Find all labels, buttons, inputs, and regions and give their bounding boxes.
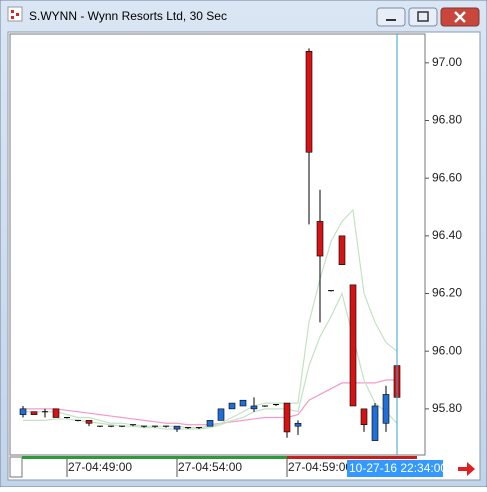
maximize-icon xyxy=(417,11,429,22)
y-tick-label: 96.40 xyxy=(432,228,462,242)
session-strip xyxy=(22,456,287,459)
close-icon xyxy=(454,11,466,23)
moving-average xyxy=(23,291,398,430)
y-tick-label: 96.20 xyxy=(432,286,462,300)
candle-body xyxy=(371,405,379,441)
candle-body xyxy=(305,51,313,153)
icon-dot xyxy=(11,16,14,19)
scroll-box[interactable] xyxy=(9,456,23,478)
plot-area xyxy=(9,33,426,456)
cursor-label: 10-27-16 22:34:00 xyxy=(349,461,447,475)
candle-body xyxy=(382,394,390,424)
x-tick-label: 27-04:54:00 xyxy=(178,460,242,474)
session-strip xyxy=(287,456,417,459)
candle-body xyxy=(294,422,302,427)
candle-body xyxy=(360,408,368,426)
candle-body xyxy=(283,402,291,433)
y-tick-label: 95.80 xyxy=(432,401,462,415)
candle-body xyxy=(316,221,324,257)
candle-body xyxy=(239,399,247,407)
icon-dot xyxy=(11,10,14,13)
app-icon xyxy=(7,6,23,22)
x-tick-label: 27-04:59:00 xyxy=(288,460,352,474)
cursor-label-bg xyxy=(347,460,443,477)
candle-body xyxy=(173,425,181,430)
candle-body xyxy=(30,411,38,415)
y-tick-label: 97.00 xyxy=(432,55,462,69)
candle-body xyxy=(349,284,357,407)
candle-body xyxy=(228,402,236,410)
minimize-button[interactable] xyxy=(376,7,406,27)
candle-body xyxy=(338,235,346,265)
window-title: S.WYNN - Wynn Resorts Ltd, 30 Sec xyxy=(29,9,227,23)
x-tick-label: 27-04:49:00 xyxy=(68,460,132,474)
y-tick-label: 96.60 xyxy=(432,170,462,184)
candle-body xyxy=(19,408,27,415)
candle-body xyxy=(85,420,93,424)
candle-body xyxy=(206,420,214,427)
candle-body xyxy=(250,405,258,410)
y-tick-label: 96.00 xyxy=(432,343,462,357)
y-tick-label: 96.80 xyxy=(432,113,462,127)
icon-dot xyxy=(16,13,19,16)
scroll-arrow[interactable] xyxy=(458,462,475,476)
candle-body xyxy=(217,408,225,421)
maximize-button[interactable] xyxy=(408,7,438,27)
candle-body xyxy=(52,408,60,418)
